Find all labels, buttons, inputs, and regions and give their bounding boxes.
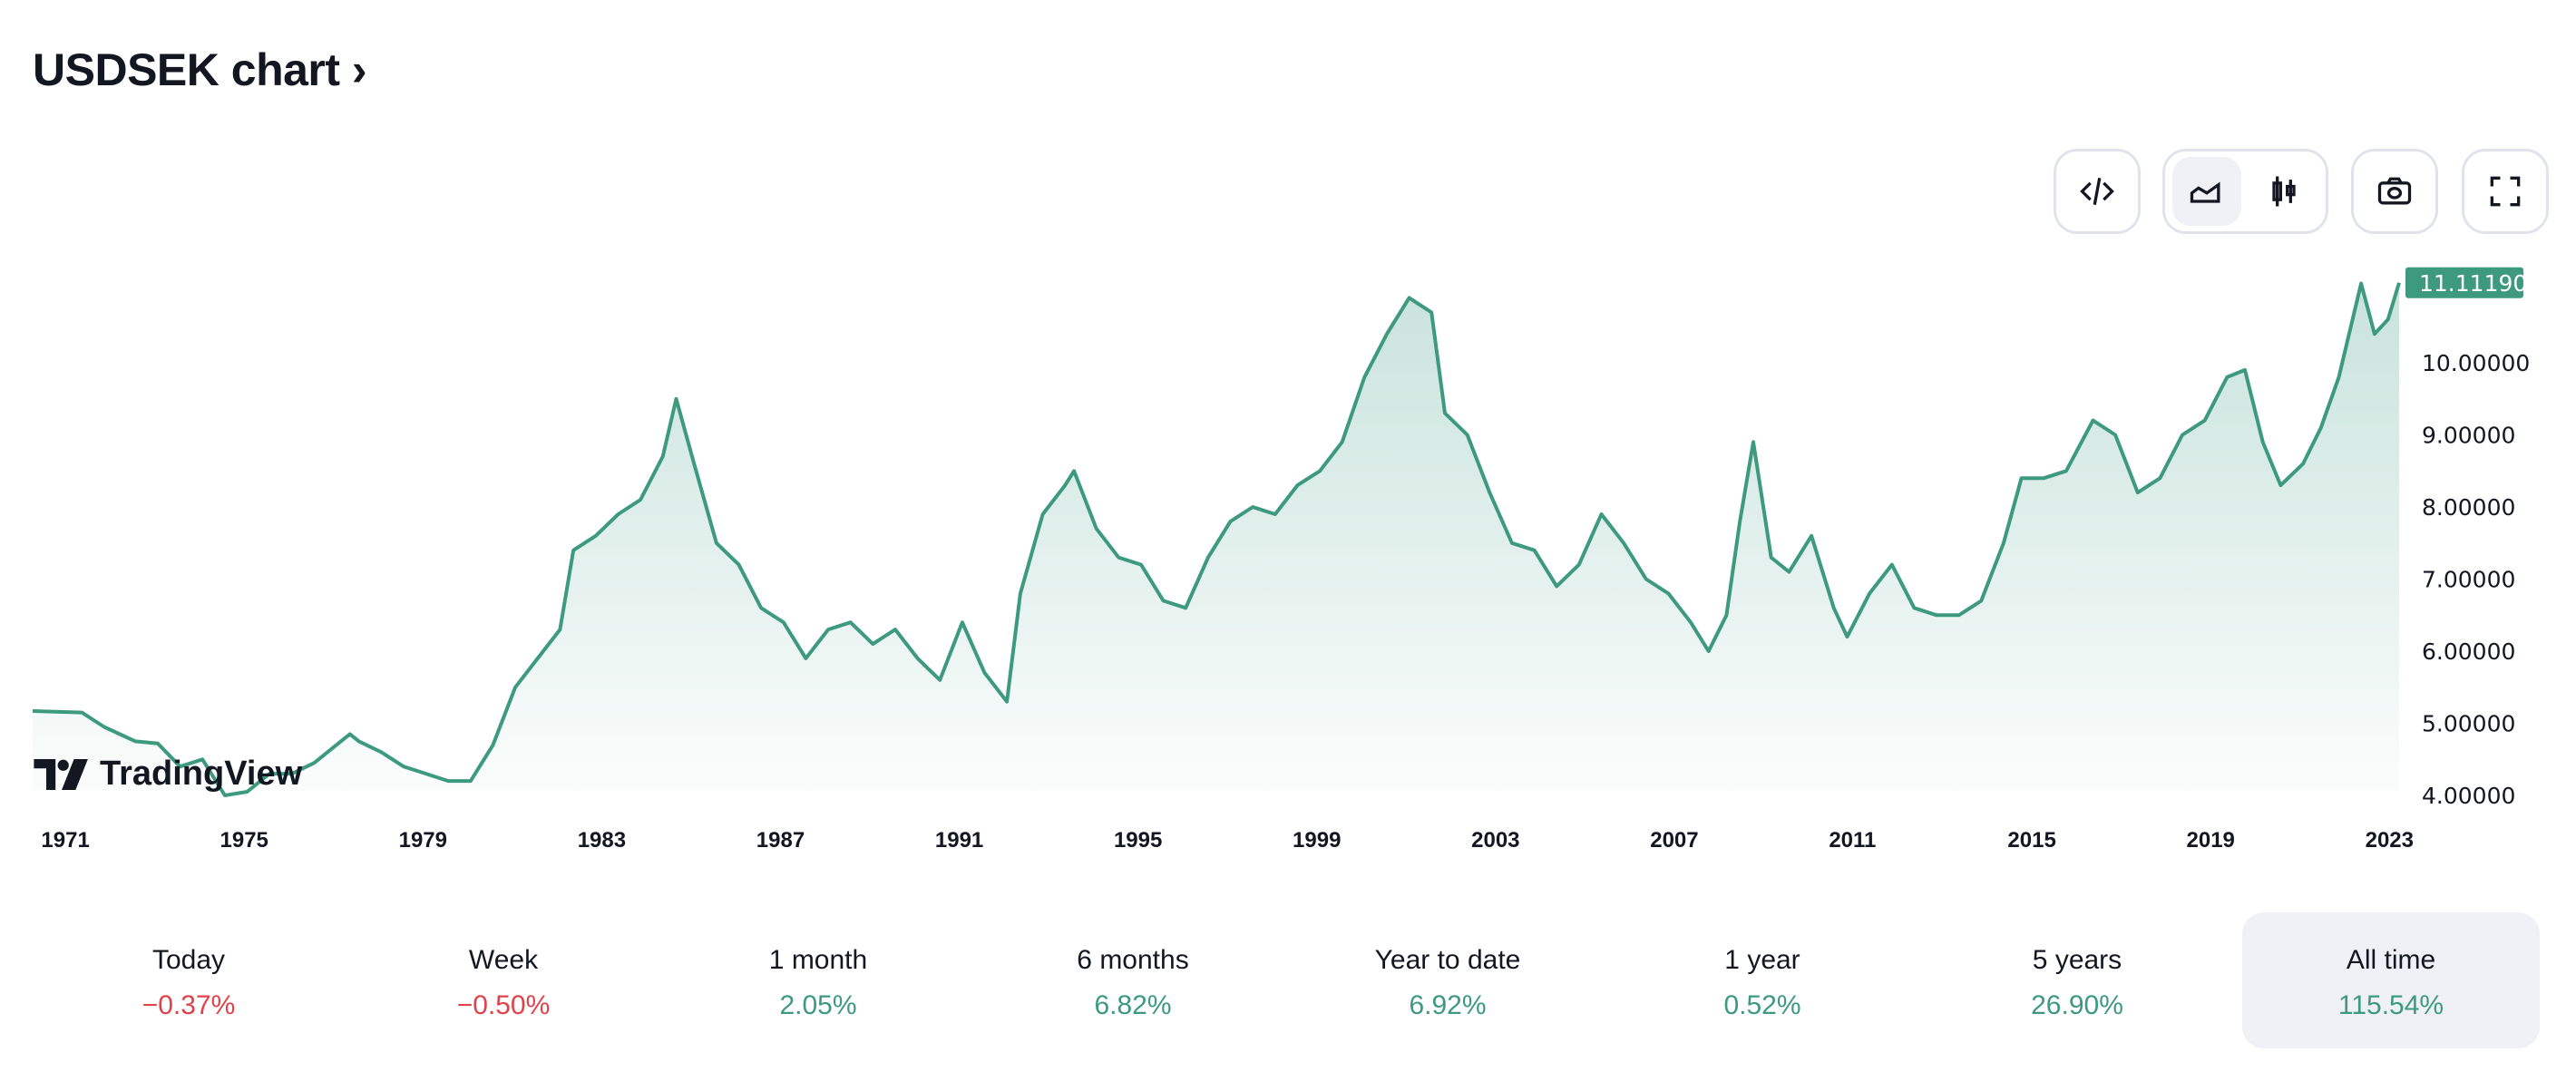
chart-style-group bbox=[2162, 149, 2328, 234]
x-tick-label: 2019 bbox=[2187, 828, 2235, 853]
period-change: 26.90% bbox=[2031, 990, 2123, 1020]
tradingview-logo[interactable]: TradingView bbox=[33, 755, 302, 794]
y-tick-label: 6.00000 bbox=[2422, 638, 2515, 665]
period-label: Today bbox=[151, 945, 226, 975]
period-year-to-date[interactable]: Year to date 6.92% bbox=[1299, 912, 1596, 1048]
fullscreen-button[interactable] bbox=[2462, 149, 2549, 234]
x-tick-label: 1995 bbox=[1114, 828, 1162, 853]
period-5-years[interactable]: 5 years 26.90% bbox=[1928, 912, 2226, 1048]
period-all-time[interactable]: All time 115.54% bbox=[2242, 912, 2540, 1048]
period-change: 0.52% bbox=[1723, 990, 1801, 1020]
period-1-year[interactable]: 1 year 0.52% bbox=[1614, 912, 1911, 1048]
period-label: 1 month bbox=[768, 945, 868, 975]
period-label: 1 year bbox=[1724, 945, 1800, 975]
page-title[interactable]: USDSEK chart › bbox=[33, 44, 367, 95]
x-tick-label: 1999 bbox=[1293, 828, 1341, 853]
camera-icon bbox=[2377, 177, 2412, 205]
y-tick-label: 7.00000 bbox=[2422, 567, 2515, 593]
period-label: All time bbox=[2346, 945, 2436, 975]
x-tick-label: 2015 bbox=[2007, 828, 2055, 853]
period-label: Week bbox=[468, 945, 539, 975]
last-price-label: 11.11190 bbox=[2405, 267, 2527, 298]
period-change: −0.37% bbox=[141, 990, 236, 1020]
period-1-month[interactable]: 1 month 2.05% bbox=[669, 912, 967, 1048]
last-price-text: 11.11190 bbox=[2419, 270, 2527, 297]
period-label: 6 months bbox=[1077, 945, 1189, 975]
y-tick-label: 9.00000 bbox=[2422, 423, 2515, 449]
period-change: 115.54% bbox=[2337, 990, 2444, 1020]
x-tick-label: 1975 bbox=[220, 828, 268, 853]
y-tick-label: 8.00000 bbox=[2422, 494, 2515, 521]
embed-button[interactable] bbox=[2054, 149, 2141, 234]
period-change: 6.92% bbox=[1409, 990, 1487, 1020]
candlestick-icon bbox=[2272, 176, 2296, 207]
period-change: 2.05% bbox=[779, 990, 857, 1020]
x-tick-label: 2007 bbox=[1650, 828, 1698, 853]
y-tick-label: 5.00000 bbox=[2422, 711, 2515, 737]
x-tick-label: 1987 bbox=[756, 828, 805, 853]
period-week[interactable]: Week −0.50% bbox=[355, 912, 652, 1048]
period-label: Year to date bbox=[1374, 945, 1521, 975]
x-tick-label: 1979 bbox=[399, 828, 447, 853]
price-line bbox=[32, 281, 2401, 797]
area-style-button[interactable] bbox=[2172, 157, 2241, 226]
candles-style-button[interactable] bbox=[2250, 157, 2319, 226]
x-tick-label: 1983 bbox=[578, 828, 626, 853]
price-area-fill bbox=[33, 282, 2399, 795]
y-tick-label: 4.00000 bbox=[2422, 783, 2515, 809]
period-today[interactable]: Today −0.37% bbox=[40, 912, 337, 1048]
period-6-months[interactable]: 6 months 6.82% bbox=[984, 912, 1282, 1048]
code-icon bbox=[2080, 178, 2114, 205]
x-tick-label: 2023 bbox=[2366, 828, 2414, 853]
tradingview-logo-text: TradingView bbox=[100, 755, 303, 793]
tradingview-logo-icon bbox=[34, 758, 88, 790]
price-chart[interactable]: 4.00000 5.00000 6.00000 7.00000 8.00000 9.000… bbox=[0, 0, 2576, 871]
period-change: −0.50% bbox=[456, 990, 551, 1020]
area-chart-icon bbox=[2190, 181, 2220, 203]
x-tick-label: 1971 bbox=[41, 828, 89, 853]
x-tick-label: 2011 bbox=[1829, 828, 1876, 853]
x-tick-label: 1991 bbox=[935, 828, 983, 853]
period-change: 6.82% bbox=[1094, 990, 1172, 1020]
x-tick-label: 2003 bbox=[1471, 828, 1519, 853]
snapshot-button[interactable] bbox=[2351, 149, 2438, 234]
period-label: 5 years bbox=[2032, 945, 2122, 975]
fullscreen-icon bbox=[2490, 176, 2521, 207]
y-tick-label: 10.00000 bbox=[2422, 350, 2530, 376]
